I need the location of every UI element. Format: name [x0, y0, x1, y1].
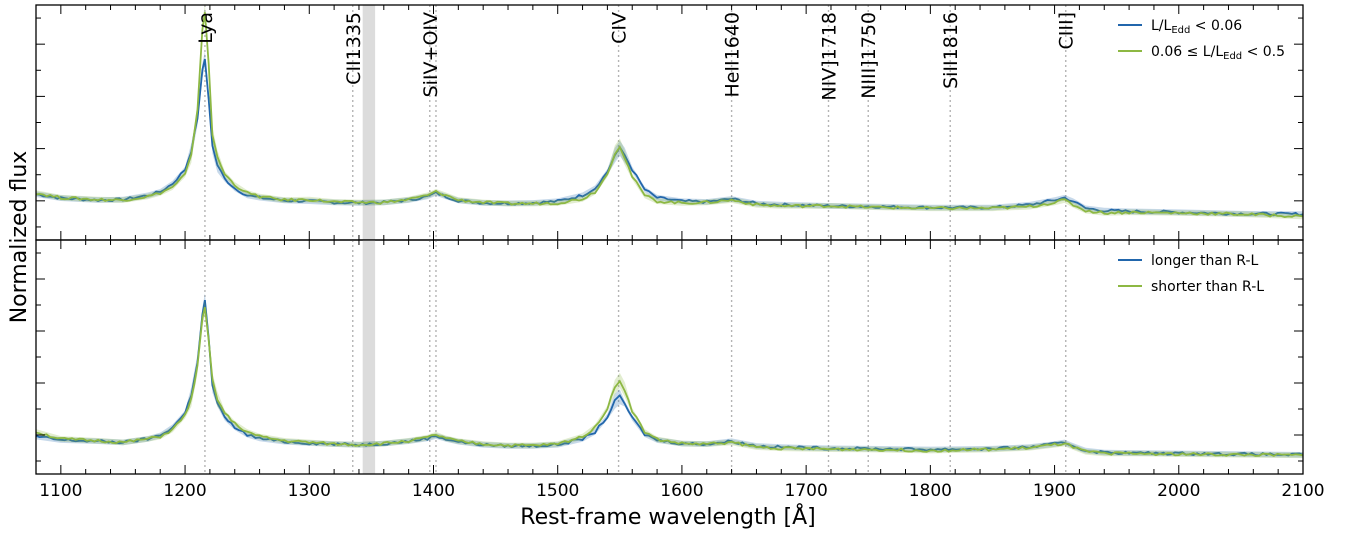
excluded-band: [362, 240, 376, 474]
top-panel: L/LEdd < 0.06 0.06 ≤ L/LEdd < 0.5 Lya CII13…: [35, 4, 1304, 241]
x-axis-label: Rest-frame wavelength [Å]: [520, 503, 815, 530]
x-axis: 1100 1200 1300 1400 1500 1600 1700 1800 1900 2000…: [39, 481, 1324, 501]
emission-line-label: SiIV+OIV: [420, 12, 442, 97]
legend-entry: shorter than R-L: [1151, 279, 1264, 295]
x-tick-label: 1900: [1033, 481, 1076, 501]
series-uncertainty-band: [36, 300, 1303, 459]
series-line: [35, 12, 1304, 219]
x-tick-label: 1600: [660, 481, 703, 501]
excluded-band: [362, 5, 376, 240]
x-tick-label: 2100: [1281, 481, 1324, 501]
series-line: [35, 58, 1304, 217]
emission-line-label: HeII1640: [722, 12, 744, 98]
series-line: [35, 299, 1304, 457]
y-axis-label: Normalized flux: [7, 151, 32, 324]
legend-entry: longer than R-L: [1151, 253, 1259, 269]
x-tick-label: 1300: [288, 481, 331, 501]
emission-line-label: CIII]: [1056, 12, 1078, 50]
series-uncertainty-band: [36, 51, 1303, 217]
emission-line-label: Lya: [195, 12, 217, 44]
legend-entry: L/LEdd < 0.06: [1151, 18, 1242, 36]
emission-line-label: CII1335: [343, 12, 365, 85]
x-tick-label: 1200: [163, 481, 206, 501]
emission-line-label: NIV]1718: [818, 12, 840, 101]
legend-entry: 0.06 ≤ L/LEdd < 0.5: [1151, 44, 1285, 62]
series-uncertainty-band: [36, 4, 1303, 220]
series-line: [35, 307, 1304, 457]
emission-line-label: CIV: [609, 12, 631, 44]
emission-line-label: NIII]1750: [858, 12, 880, 99]
x-tick-label: 2000: [1157, 481, 1200, 501]
x-tick-label: 1700: [785, 481, 828, 501]
bottom-panel: longer than R-L shorter than R-L: [35, 239, 1304, 475]
x-tick-label: 1400: [412, 481, 455, 501]
x-tick-label: 1500: [536, 481, 579, 501]
emission-line-label: SiII1816: [940, 12, 962, 89]
panel-frame: [35, 239, 1304, 475]
x-tick-label: 1100: [39, 481, 82, 501]
x-tick-label: 1800: [909, 481, 952, 501]
series-uncertainty-band: [36, 293, 1303, 458]
